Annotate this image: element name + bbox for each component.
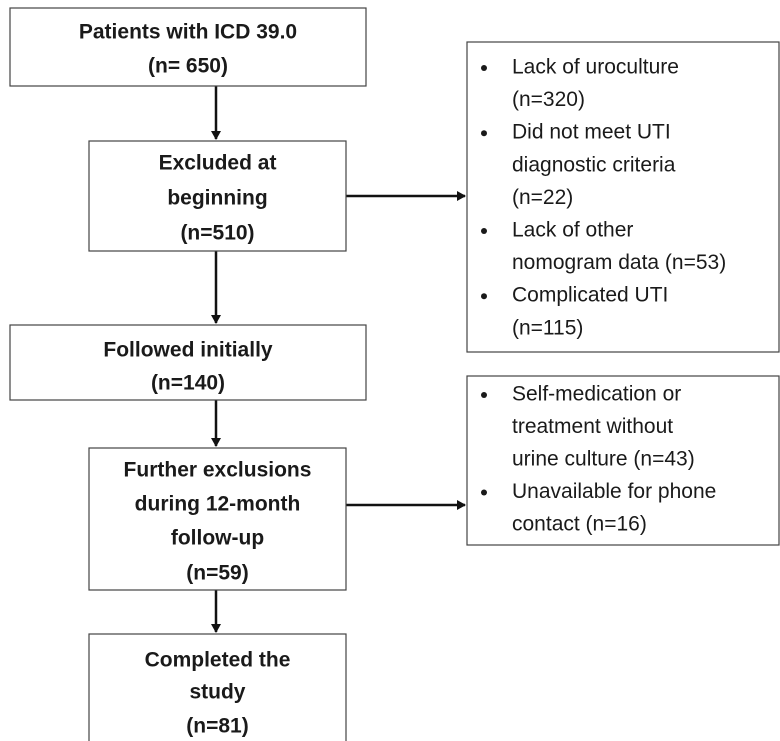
flow-box xyxy=(9,324,367,401)
flow-box xyxy=(88,140,347,252)
box-text: during 12-month xyxy=(135,493,301,516)
box-text: (n=81) xyxy=(186,715,248,738)
box-text: (n= 650) xyxy=(148,55,228,78)
flow-box xyxy=(9,7,367,87)
bullet xyxy=(481,65,487,71)
side-text: Did not meet UTI xyxy=(512,121,671,144)
box-text: study xyxy=(189,681,245,704)
side-text: (n=320) xyxy=(512,88,585,111)
bullet xyxy=(481,130,487,137)
side-text: contact (n=16) xyxy=(512,513,647,536)
side-text: urine culture (n=43) xyxy=(512,448,695,471)
flow-box xyxy=(88,447,347,591)
side-text: treatment without xyxy=(512,415,673,438)
box-text: Completed the xyxy=(145,649,291,672)
box-text: follow-up xyxy=(171,527,264,550)
box-text: (n=140) xyxy=(151,372,225,395)
bullet xyxy=(481,489,487,496)
side-text: Self-medication or xyxy=(512,383,681,406)
bullet xyxy=(481,228,487,234)
box-text: Excluded at xyxy=(159,152,277,175)
box-text: (n=59) xyxy=(186,562,248,585)
side-text: Complicated UTI xyxy=(512,284,668,307)
bullet xyxy=(481,293,487,300)
side-box xyxy=(466,375,780,546)
flow-box xyxy=(88,633,347,741)
arrows xyxy=(211,86,466,633)
side-text: nomogram data (n=53) xyxy=(512,251,726,274)
side-box xyxy=(466,41,780,353)
side-text: (n=22) xyxy=(512,186,573,209)
box-text: (n=510) xyxy=(180,222,254,245)
box-text: Further exclusions xyxy=(124,459,312,482)
side-text: (n=115) xyxy=(512,316,583,339)
box-text: Followed initially xyxy=(103,339,273,362)
side-text: Lack of uroculture xyxy=(512,56,679,79)
side-text: Unavailable for phone xyxy=(512,480,716,503)
box-text: Patients with ICD 39.0 xyxy=(79,21,297,44)
bullet xyxy=(481,392,487,398)
side-text: diagnostic criteria xyxy=(512,153,676,176)
side-text: Lack of other xyxy=(512,219,633,242)
box-text: beginning xyxy=(167,187,267,210)
